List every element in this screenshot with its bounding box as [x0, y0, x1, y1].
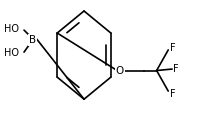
Text: F: F	[170, 89, 175, 99]
Text: F: F	[170, 43, 175, 53]
Text: HO: HO	[4, 48, 19, 58]
Text: O: O	[116, 66, 124, 76]
Text: B: B	[29, 35, 36, 45]
Text: HO: HO	[4, 24, 19, 34]
Text: F: F	[174, 64, 179, 74]
